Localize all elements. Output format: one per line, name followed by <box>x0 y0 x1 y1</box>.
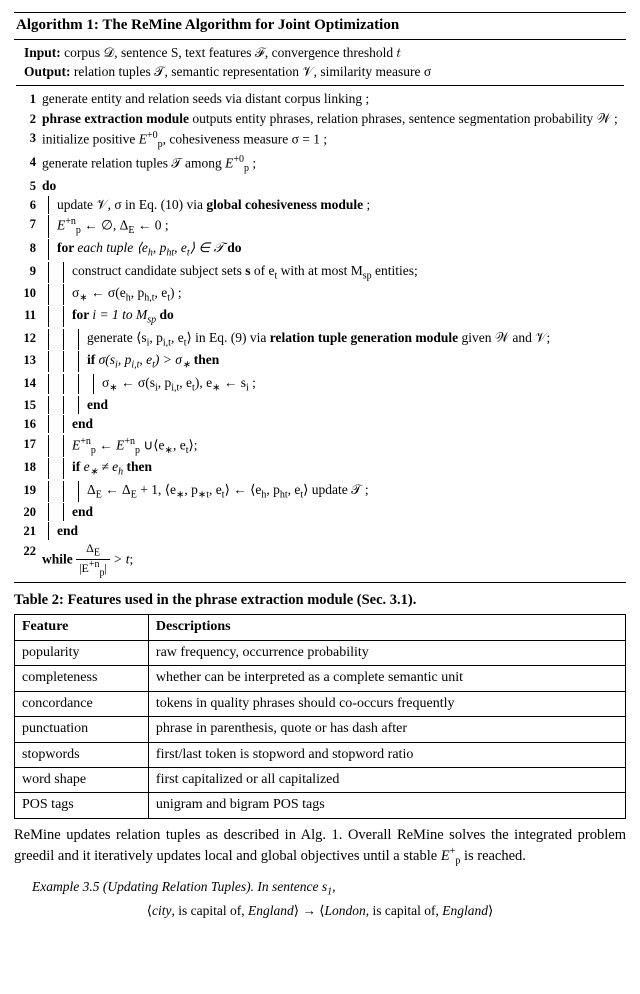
algo-line-12: 12generate ⟨si, pi,t, et⟩ in Eq. (9) via… <box>16 329 624 350</box>
table-row: stopwordsfirst/last token is stopword an… <box>15 742 626 767</box>
table-row: popularityraw frequency, occurrence prob… <box>15 640 626 665</box>
algo-line-22: 22 while ΔE |E+np| > t; <box>16 542 624 579</box>
features-table: Feature Descriptions popularityraw frequ… <box>14 614 626 819</box>
example-block: Example 3.5 (Updating Relation Tuples). … <box>14 878 626 920</box>
table-row: punctuationphrase in parenthesis, quote … <box>15 717 626 742</box>
algo-line-5: 5do <box>16 177 624 195</box>
col-feature: Feature <box>15 615 149 640</box>
algo-line-2: 2phrase extraction module outputs entity… <box>16 110 624 128</box>
table-row: completenesswhether can be interpreted a… <box>15 666 626 691</box>
paragraph: ReMine updates relation tuples as descri… <box>14 826 626 868</box>
algo-line-20: 20end <box>16 503 624 521</box>
table-caption: Table 2: Features used in the phrase ext… <box>14 591 626 610</box>
algo-line-15: 15end <box>16 396 624 414</box>
algo-line-1: 1generate entity and relation seeds via … <box>16 90 624 108</box>
algo-input: Input: corpus 𝒟, sentence S, text featur… <box>24 44 624 62</box>
col-descriptions: Descriptions <box>148 615 625 640</box>
algo-line-13: 13if σ(si, pi,t, et) > σ∗ then <box>16 351 624 372</box>
algo-line-3: 3initialize positive E+0p, cohesiveness … <box>16 129 624 151</box>
table-row: concordancetokens in quality phrases sho… <box>15 691 626 716</box>
algo-line-4: 4generate relation tuples 𝒯 among E+0p ; <box>16 153 624 175</box>
algorithm-body: Input: corpus 𝒟, sentence S, text featur… <box>14 40 626 582</box>
algorithm-box: Algorithm 1: The ReMine Algorithm for Jo… <box>14 12 626 583</box>
table-row: word shapefirst capitalized or all capit… <box>15 768 626 793</box>
algo-output: Output: relation tuples 𝒯, semantic repr… <box>24 63 624 81</box>
algo-line-10: 10σ∗ ← σ(eh, ph,t, et) ; <box>16 284 624 305</box>
algo-line-7: 7E+np ← ∅, ΔE ← 0 ; <box>16 215 624 237</box>
algo-line-17: 17E+np ← E+np ∪⟨e∗, et⟩; <box>16 435 624 457</box>
algorithm-title: Algorithm 1: The ReMine Algorithm for Jo… <box>14 13 626 40</box>
algo-line-6: 6update 𝒱, σ in Eq. (10) via global cohe… <box>16 196 624 214</box>
algo-line-18: 18if e∗ ≠ eh then <box>16 458 624 479</box>
table-row: POS tagsunigram and bigram POS tags <box>15 793 626 818</box>
algo-line-16: 16end <box>16 415 624 433</box>
algo-line-11: 11for i = 1 to Msp do <box>16 306 624 327</box>
algo-line-9: 9construct candidate subject sets s of e… <box>16 262 624 283</box>
algo-line-19: 19ΔE ← ΔE + 1, ⟨e∗, p∗t, et⟩ ← ⟨eh, pht,… <box>16 481 624 502</box>
algo-line-8: 8for each tuple ⟨eh, pht, et⟩ ∈ 𝒯 do <box>16 239 624 260</box>
algo-line-21: 21end <box>16 522 624 540</box>
algo-line-14: 14σ∗ ← σ(si, pi,t, et), e∗ ← si ; <box>16 374 624 395</box>
